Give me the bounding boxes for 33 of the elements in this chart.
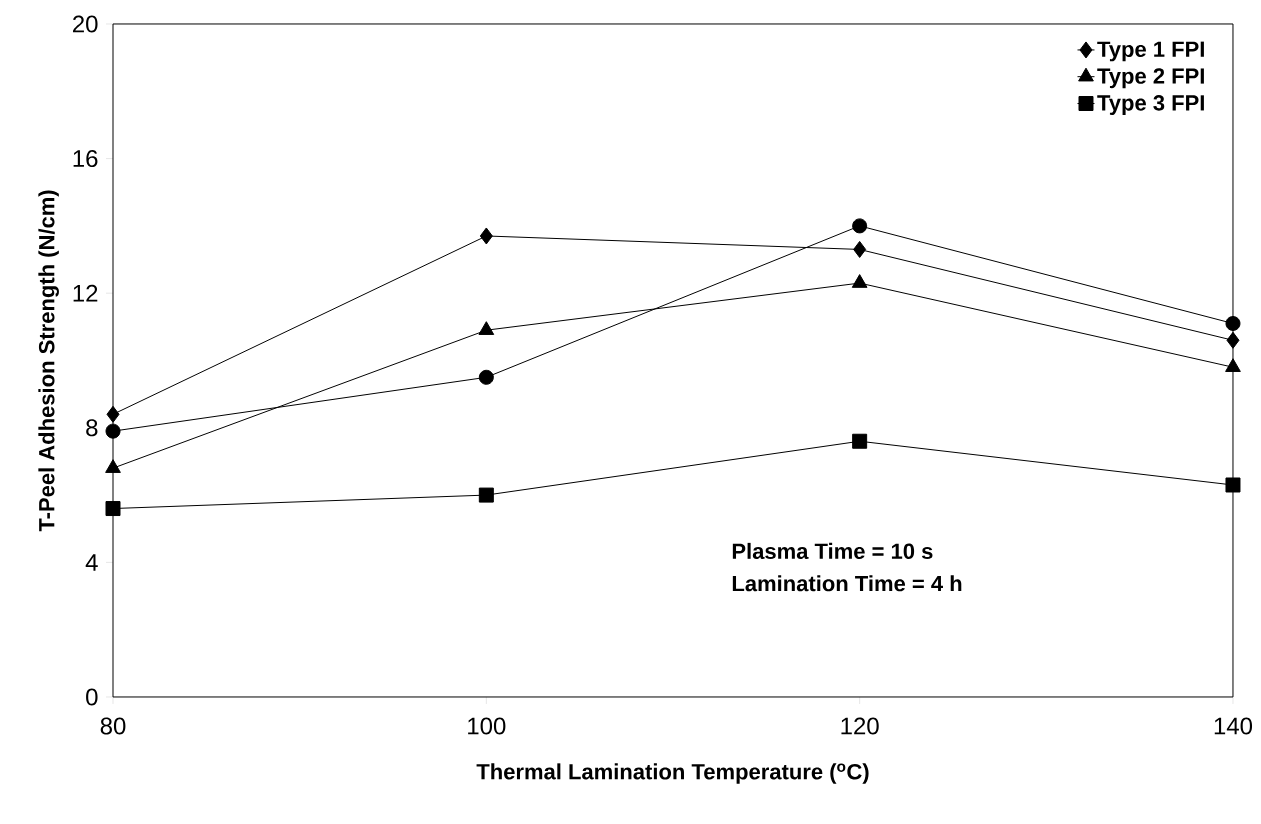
annotation: Lamination Time = 4 h bbox=[732, 575, 962, 592]
point bbox=[1225, 358, 1241, 372]
point bbox=[106, 405, 120, 423]
point bbox=[105, 423, 121, 439]
point bbox=[851, 274, 868, 288]
x-tick-label: 100 bbox=[468, 717, 506, 735]
point bbox=[852, 218, 868, 234]
point bbox=[478, 487, 494, 503]
point bbox=[852, 433, 868, 449]
point bbox=[105, 501, 121, 517]
legend-label: Type 2 FPI bbox=[1097, 68, 1204, 89]
y-axis-title: T-Peel Adhesion Strength (N/cm) bbox=[38, 190, 59, 532]
point bbox=[478, 321, 495, 335]
y-tick-label: 0 bbox=[86, 688, 98, 706]
legend-label: Type 3 FPI bbox=[1097, 95, 1204, 116]
x-tick-label: 120 bbox=[841, 717, 879, 735]
y-tick-label: 4 bbox=[85, 554, 98, 571]
y-tick-label: 8 bbox=[86, 419, 98, 437]
x-tick-label: 140 bbox=[1214, 717, 1253, 735]
point bbox=[478, 369, 494, 385]
point bbox=[1226, 331, 1240, 349]
y-tick-label: 16 bbox=[73, 150, 98, 168]
point bbox=[1225, 315, 1241, 331]
x-tick-label: 80 bbox=[100, 717, 126, 735]
y-tick-label: 20 bbox=[72, 15, 98, 33]
point bbox=[1225, 477, 1241, 493]
legend-label: Type 1 FPI bbox=[1097, 41, 1204, 62]
point bbox=[105, 459, 121, 473]
x-axis-title: Thermal Lamination Temperature ($^{o}$C) bbox=[476, 763, 869, 784]
annotation: Plasma Time = 10 s bbox=[732, 542, 933, 560]
point bbox=[853, 240, 867, 258]
point bbox=[479, 227, 493, 245]
y-tick-label: 12 bbox=[73, 284, 98, 302]
